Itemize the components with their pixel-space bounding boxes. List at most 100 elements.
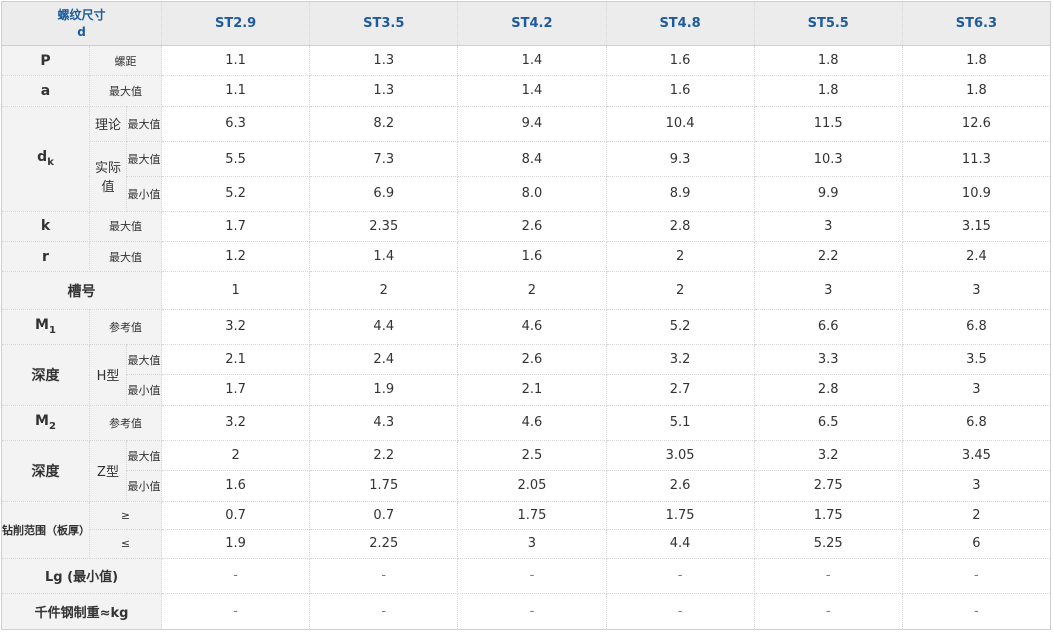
row: ≤1.9 2.25 3 4.4 5.25 6 <box>2 529 1052 559</box>
row-sublabel: 最大值 <box>125 105 163 143</box>
row: 千件钢制重≈kg - - - - - - <box>0 593 1052 630</box>
value-cell: 3 <box>753 271 903 310</box>
value-cell: 4.3 <box>309 404 459 441</box>
corner-cell: 螺纹尺寸 d <box>0 1 163 46</box>
value-cell: 1.75 <box>457 500 607 531</box>
value-cell: 2.4 <box>901 241 1052 273</box>
row-label: 深度 <box>1 439 90 502</box>
value-cell: 1.6 <box>605 75 755 107</box>
value-cell: 2 <box>309 271 459 310</box>
value-cell: 3 <box>901 271 1052 310</box>
value-cell: 1.6 <box>161 470 311 502</box>
row-sublabel: 最大值 <box>88 241 163 273</box>
value-cell: 1.7 <box>161 374 311 406</box>
value-cell: 1.7 <box>161 210 311 243</box>
value-cell: 2.8 <box>605 210 755 243</box>
value-cell: - <box>605 557 755 595</box>
row-label: 深度 <box>1 344 90 406</box>
value-cell: 1.4 <box>309 241 459 273</box>
row-label: Lg (最小值) <box>0 557 163 595</box>
value-cell: 3.05 <box>605 439 755 472</box>
value-cell: 6.6 <box>753 308 903 346</box>
value-cell: 8.9 <box>605 175 755 212</box>
row-label: 钻削范围（板厚） <box>1 500 90 559</box>
row: 最小值 1.7 1.9 2.1 2.7 2.8 3 <box>2 374 1052 406</box>
value-cell: 5.2 <box>605 308 755 346</box>
row-group: 实际值 <box>89 141 127 212</box>
value-cell: 1.6 <box>605 44 755 77</box>
row-sublabel: 最小值 <box>125 175 163 212</box>
corner-line: 螺纹尺寸 <box>57 7 106 22</box>
value-cell: 1 <box>161 271 311 310</box>
value-cell: - <box>753 593 903 630</box>
row: 实际值 最大值 5.5 7.3 8.4 9.3 10.3 11.3 <box>2 141 1052 212</box>
row: Lg (最小值) - - - - - - <box>0 557 1052 595</box>
value-cell: 10.3 <box>753 141 903 177</box>
row-sublabel: 螺距 <box>88 44 163 77</box>
value-cell: 4.6 <box>457 308 607 346</box>
row: 深度 Z型 最大值 2 2.2 2.5 3.05 3.2 3.45 <box>1 439 1052 502</box>
value-cell: 1.2 <box>161 241 311 273</box>
value-cell: 3.2 <box>605 344 755 376</box>
value-cell: 3.2 <box>161 308 311 346</box>
row-group: H型 <box>89 344 127 406</box>
label-subscript: 1 <box>48 325 56 337</box>
value-cell: 3 <box>753 210 903 243</box>
value-cell: 8.2 <box>309 105 459 143</box>
value-cell: 2 <box>901 500 1052 531</box>
value-cell: 9.4 <box>457 105 607 143</box>
row: 槽号 1 2 2 2 3 3 <box>0 271 1052 310</box>
row-label: M1 <box>1 308 90 346</box>
value-cell: 3 <box>901 374 1052 406</box>
value-cell: 4.6 <box>457 404 607 441</box>
value-cell: - <box>457 557 607 595</box>
row-label: 槽号 <box>0 271 163 310</box>
label-subscript: 2 <box>48 421 56 433</box>
value-cell: 3.2 <box>753 439 903 472</box>
row-sublabel: 最大值 <box>88 75 163 107</box>
value-cell: 1.8 <box>901 44 1052 77</box>
row: 深度 H型 最大值 2.1 2.4 2.6 3.2 3.3 3.5 <box>1 344 1052 406</box>
value-cell: - <box>309 557 459 595</box>
column-header: ST2.9 <box>161 1 311 46</box>
value-cell: 2.75 <box>753 470 903 502</box>
value-cell: 2.1 <box>457 374 607 406</box>
value-cell: 3.3 <box>753 344 903 376</box>
value-cell: 2 <box>457 271 607 310</box>
value-cell: 2.05 <box>457 470 607 502</box>
value-cell: - <box>161 593 311 630</box>
column-header: ST3.5 <box>309 1 459 46</box>
value-cell: 3.15 <box>901 210 1052 243</box>
value-cell: 1.8 <box>901 75 1052 107</box>
row: M1 参考值 3.2 4.4 4.6 5.2 6.6 6.8 <box>1 308 1052 346</box>
row-group: Z型 <box>89 439 127 502</box>
value-cell: 1.1 <box>161 44 311 77</box>
value-cell: 9.3 <box>605 141 755 177</box>
row: 最小值 1.6 1.75 2.05 2.6 2.75 3 <box>2 470 1052 502</box>
row: r 最大值 1.2 1.4 1.6 2 2.2 2.4 <box>1 241 1052 273</box>
value-cell: 2.2 <box>753 241 903 273</box>
value-cell: 2 <box>161 439 311 472</box>
value-cell: 2.1 <box>161 344 311 376</box>
label-text: d <box>37 149 48 166</box>
row-sublabel: 最大值 <box>88 210 163 243</box>
value-cell: 1.8 <box>753 75 903 107</box>
value-cell: - <box>457 593 607 630</box>
value-cell: 1.75 <box>605 500 755 531</box>
value-cell: - <box>161 557 311 595</box>
value-cell: 3.45 <box>901 439 1052 472</box>
row: k 最大值 1.7 2.35 2.6 2.8 3 3.15 <box>1 210 1052 243</box>
header-row: 螺纹尺寸 d ST2.9 ST3.5 ST4.2 ST4.8 ST5.5 ST6.… <box>0 1 1052 46</box>
value-cell: 2.4 <box>309 344 459 376</box>
row-sublabel: 最大值 <box>125 439 163 472</box>
value-cell: 3 <box>901 470 1052 502</box>
value-cell: 1.9 <box>161 529 311 559</box>
value-cell: 6.9 <box>309 175 459 212</box>
value-cell: 8.0 <box>457 175 607 212</box>
value-cell: 1.4 <box>457 75 607 107</box>
value-cell: 2.35 <box>309 210 459 243</box>
row: M2 参考值 3.2 4.3 4.6 5.1 6.5 6.8 <box>1 404 1052 441</box>
value-cell: 1.1 <box>161 75 311 107</box>
